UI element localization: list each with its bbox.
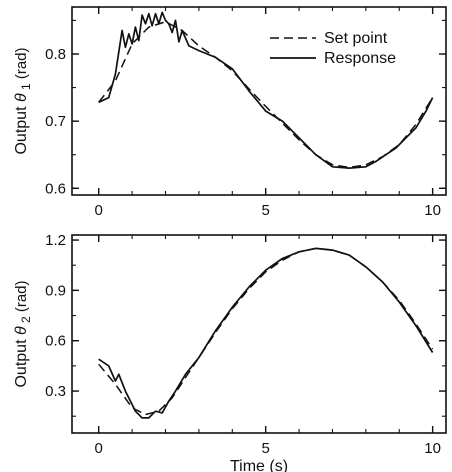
x-tick-label: 5 <box>262 202 270 219</box>
y-axis-label-2: Output θ 2 (rad) <box>13 280 33 387</box>
setpoint-line-2 <box>98 247 434 416</box>
legend-label-response: Response <box>324 50 396 67</box>
y-axis-label-symbol: θ <box>13 93 30 102</box>
y-axis-label-subscript: 2 <box>19 316 33 326</box>
y-tick-label: 1.2 <box>45 232 66 249</box>
y-axis-label-symbol: θ <box>13 326 30 335</box>
x-tick-label: 5 <box>262 440 270 457</box>
y-axis-label-subscript: 1 <box>19 83 33 93</box>
y-axis-label-prefix: Output <box>13 102 30 154</box>
y-tick-label: 0.8 <box>45 46 66 63</box>
y-tick-label: 0.7 <box>45 113 66 130</box>
x-tick-label: 10 <box>424 440 441 457</box>
y-tick-label: 0.9 <box>45 282 66 299</box>
setpoint-line-1 <box>98 21 434 169</box>
x-axis-label: Time (s) <box>230 458 288 472</box>
y-axis-label-unit: (rad) <box>13 280 30 316</box>
x-tick-label: 10 <box>424 202 441 219</box>
legend-label-setpoint: Set point <box>324 30 388 47</box>
y-tick-label: 0.3 <box>45 383 66 400</box>
response-line-2 <box>98 247 434 419</box>
y-axis-label-1: Output θ 1 (rad) <box>13 47 33 154</box>
x-tick-label: 0 <box>95 202 103 219</box>
y-tick-label: 0.6 <box>45 333 66 350</box>
x-tick-label: 0 <box>95 440 103 457</box>
y-axis-label-prefix: Output <box>13 335 30 387</box>
plot-frame-1 <box>71 6 447 196</box>
y-tick-label: 0.6 <box>45 180 66 197</box>
response-line-1 <box>98 11 434 169</box>
y-axis-label-unit: (rad) <box>13 47 30 83</box>
plot-frame-2 <box>71 234 447 434</box>
